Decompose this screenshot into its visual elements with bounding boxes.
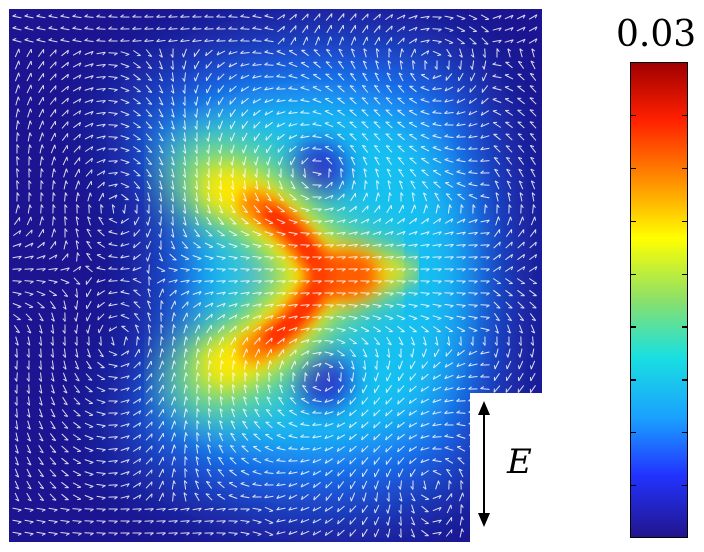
colorbar-tick <box>682 326 687 328</box>
vortex-core-upper <box>291 141 347 197</box>
double-headed-arrow-icon <box>478 401 490 527</box>
field-label: E <box>507 442 532 482</box>
colorbar-tick <box>682 273 687 275</box>
colorbar-tick <box>631 485 636 487</box>
chevron-tip <box>319 251 379 299</box>
colorbar-tick <box>682 432 687 434</box>
colorbar-tick <box>682 114 687 117</box>
field-direction-legend <box>470 393 542 542</box>
colorbar-tick <box>631 379 636 381</box>
colorbar-max-label: 0.03 <box>616 14 697 55</box>
vector-field-arrows <box>12 13 538 538</box>
vector-arrows <box>12 13 538 538</box>
colorbar-tick <box>631 114 636 117</box>
colorbar-tick <box>631 167 636 169</box>
colorbar-tick <box>631 326 636 328</box>
colorbar-tick <box>631 273 636 275</box>
field-heatmap <box>12 13 538 538</box>
colorbar-tick <box>631 220 636 222</box>
colorbar-tick <box>682 485 687 487</box>
colorbar-tick <box>682 167 687 169</box>
vortex-core-lower <box>296 353 352 409</box>
colorbar-tick <box>682 220 687 222</box>
colorbar-tick <box>682 379 687 381</box>
colorbar <box>630 62 688 538</box>
field-plot <box>9 9 542 542</box>
colorbar-tick <box>631 432 636 434</box>
